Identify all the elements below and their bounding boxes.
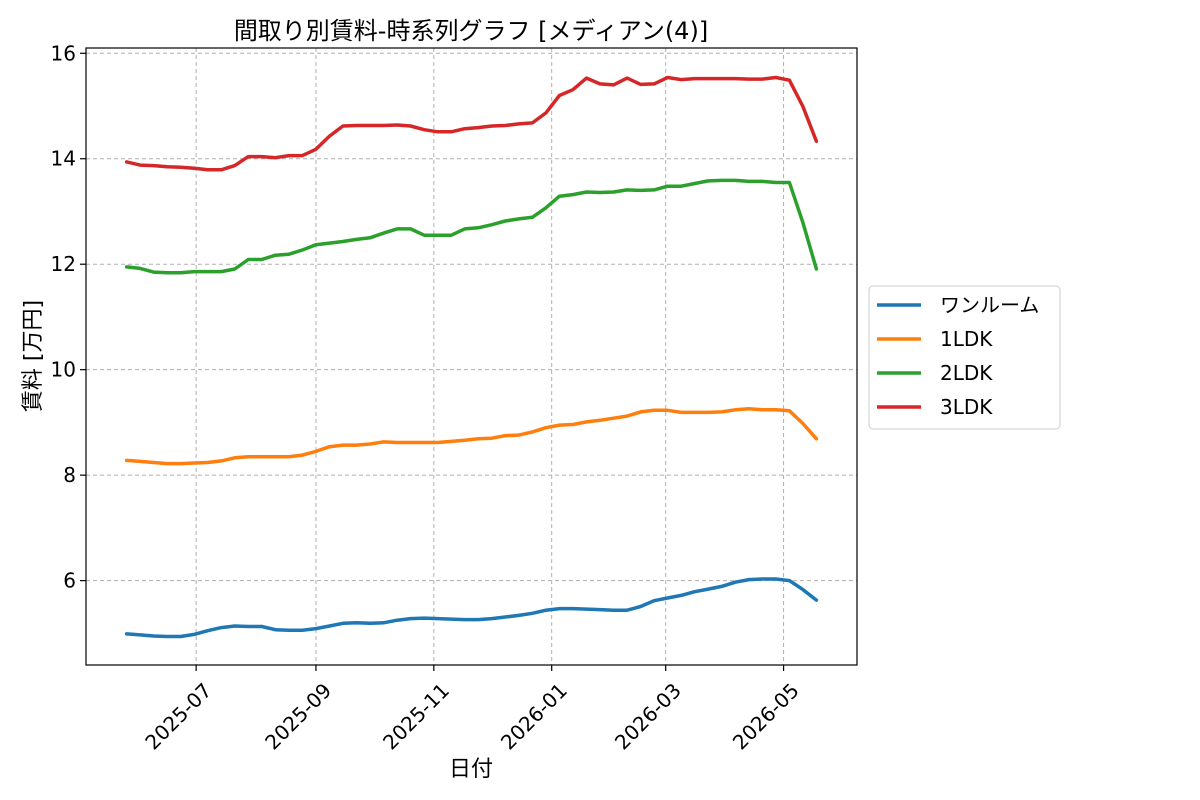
x-tick-label: 2025-07 (140, 678, 216, 754)
y-tick-label: 6 (63, 569, 76, 593)
x-tick-label: 2026-01 (496, 678, 572, 754)
x-tick-label: 2026-05 (728, 678, 804, 754)
legend-label: 2LDK (940, 361, 993, 385)
y-tick-label: 8 (63, 463, 76, 487)
series-lines (124, 75, 819, 639)
x-axis-label: 日付 (449, 757, 493, 782)
legend-label: ワンルーム (940, 293, 1039, 317)
legend-items: ワンルーム 1LDK 2LDK 3LDK (877, 293, 1039, 419)
legend: ワンルーム 1LDK 2LDK 3LDK (868, 285, 1061, 430)
y-tick-label: 14 (51, 147, 76, 171)
y-axis-ticks: 6 8 10 12 14 16 (51, 41, 86, 593)
grid (86, 48, 857, 665)
legend-label: 3LDK (940, 395, 993, 419)
y-tick-label: 16 (51, 41, 76, 65)
x-tick-label: 2026-03 (610, 678, 686, 754)
series-line-2 (124, 178, 819, 275)
chart-title: 間取り別賃料-時系列グラフ [メディアン(4)] (234, 17, 708, 45)
series-line-1 (124, 406, 819, 466)
x-tick-label: 2025-09 (260, 678, 336, 754)
legend-box (868, 285, 1061, 430)
x-axis-ticks: 2025-07 2025-09 2025-11 2026-01 2026-03 2026-… (140, 665, 804, 754)
y-axis-label: 賃料 [万円] (21, 300, 46, 412)
plot-area-frame (85, 47, 858, 666)
y-tick-label: 12 (51, 252, 76, 276)
legend-label: 1LDK (940, 327, 993, 351)
series-line-3 (124, 75, 819, 172)
x-tick-label: 2025-11 (378, 678, 454, 754)
y-tick-label: 10 (51, 358, 76, 382)
series-line-0 (124, 577, 819, 639)
